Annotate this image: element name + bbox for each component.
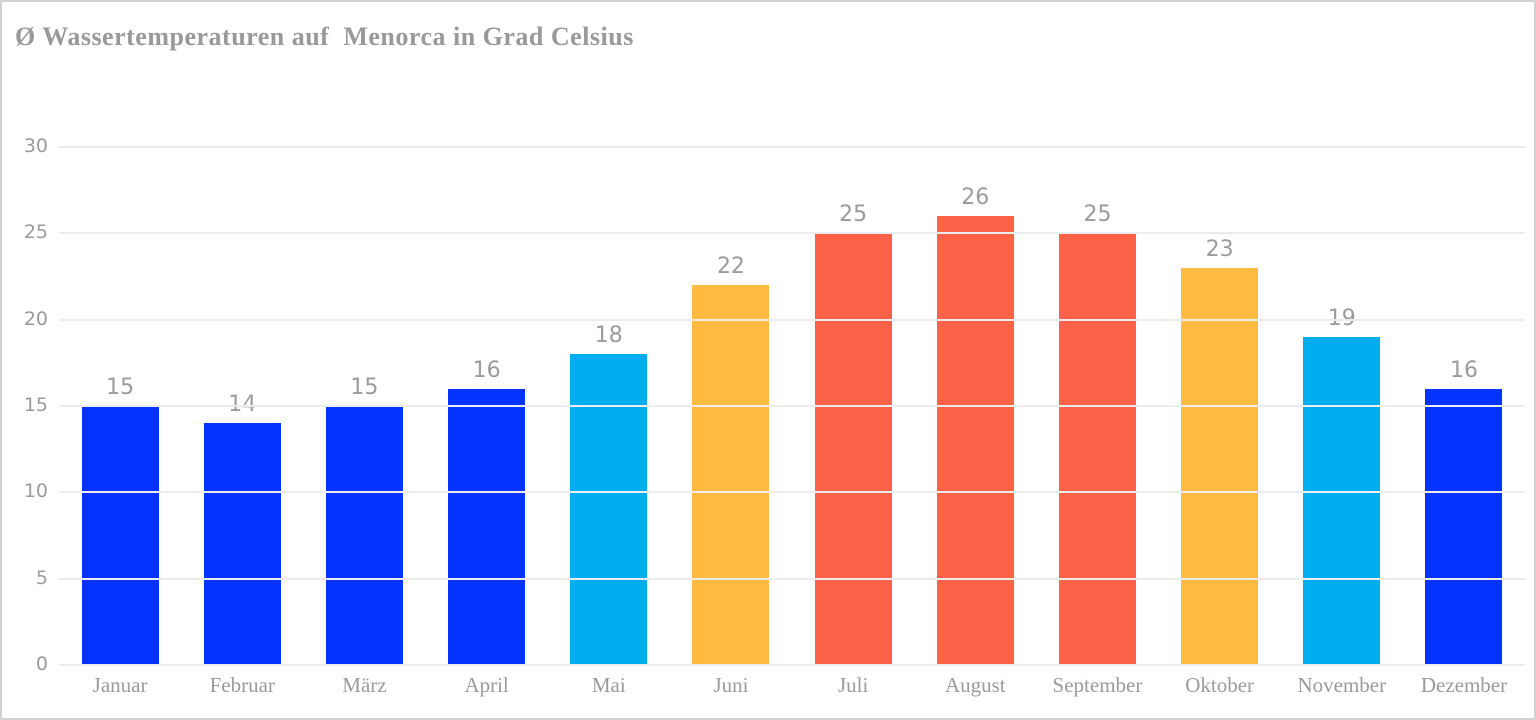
bar-juli xyxy=(814,233,892,665)
x-tick-label-februar: Februar xyxy=(209,673,275,697)
bar-value-label: 19 xyxy=(1327,305,1356,331)
y-tick-label-30: 30 xyxy=(23,135,48,157)
x-tick-label-mai: Mai xyxy=(591,673,626,697)
bar-slot-juli: 25 xyxy=(792,147,914,665)
plot-area: 15 14 15 16 18 22 25 26 25 23 19 16 xyxy=(59,146,1525,666)
x-tick-label-april: April xyxy=(464,673,509,697)
bar-value-label: 18 xyxy=(594,323,623,349)
bar-slot-januar: 15 xyxy=(59,147,181,665)
bar-value-label: 25 xyxy=(839,202,868,228)
bar-juni xyxy=(692,285,770,665)
y-tick-label-25: 25 xyxy=(23,221,48,244)
bar-slot-februar: 14 xyxy=(181,147,303,665)
bar-mai xyxy=(570,354,648,665)
x-tick-label-märz: März xyxy=(342,673,387,697)
gridline-15 xyxy=(59,405,1525,407)
x-tick-label-november: November xyxy=(1297,673,1387,697)
x-tick-label-juli: Juli xyxy=(837,673,869,697)
bar-value-label: 26 xyxy=(961,185,990,211)
bar-slot-juni: 22 xyxy=(670,147,792,665)
x-axis-labels: Januar Februar März April Mai Juni Juli August S… xyxy=(59,673,1525,698)
y-tick-label-0: 0 xyxy=(35,653,48,675)
gridline-0 xyxy=(59,664,1525,666)
bar-value-label: 23 xyxy=(1205,236,1234,262)
bar-april xyxy=(448,388,526,665)
bar-slot-oktober: 23 xyxy=(1159,147,1281,665)
bar-februar xyxy=(203,423,281,665)
y-tick-label-15: 15 xyxy=(23,394,48,416)
bar-slot-september: 25 xyxy=(1036,147,1158,665)
bar-dezember xyxy=(1425,388,1503,665)
y-tick-label-5: 5 xyxy=(35,566,48,589)
bar-september xyxy=(1058,233,1136,665)
bar-slot-november: 19 xyxy=(1281,147,1403,665)
bar-slot-august: 26 xyxy=(914,147,1036,665)
x-tick-label-juni: Juni xyxy=(713,673,749,697)
bar-value-label: 25 xyxy=(1083,202,1112,228)
bar-oktober xyxy=(1181,267,1259,665)
bar-januar xyxy=(81,406,159,665)
bar-slot-april: 16 xyxy=(426,147,548,665)
bar-märz xyxy=(325,406,403,665)
gridline-20 xyxy=(59,318,1525,321)
bars-row: 15 14 15 16 18 22 25 26 25 23 19 16 xyxy=(59,147,1525,665)
y-tick-label-10: 10 xyxy=(23,480,48,503)
bar-value-label: 15 xyxy=(106,375,135,400)
gridline-10 xyxy=(59,491,1525,494)
x-tick-label-oktober: Oktober xyxy=(1185,673,1255,697)
bar-value-label: 16 xyxy=(472,357,501,383)
y-tick-label-20: 20 xyxy=(23,307,48,330)
bar-slot-dezember: 16 xyxy=(1403,147,1525,665)
bar-november xyxy=(1303,336,1381,665)
x-tick-label-september: September xyxy=(1052,673,1143,697)
bar-value-label: 22 xyxy=(716,254,745,280)
x-tick-label-august: August xyxy=(944,673,1006,697)
gridline-25 xyxy=(59,232,1525,235)
bar-value-label: 15 xyxy=(350,375,379,400)
chart-title: Ø Wassertemperaturen auf Menorca in Grad… xyxy=(15,22,634,51)
bar-value-label: 14 xyxy=(228,392,257,418)
bar-august xyxy=(936,216,1014,665)
bar-value-label: 16 xyxy=(1449,357,1478,383)
x-tick-label-dezember: Dezember xyxy=(1420,673,1508,697)
x-tick-label-januar: Januar xyxy=(92,673,148,697)
gridline-30 xyxy=(59,146,1525,148)
gridline-5 xyxy=(59,577,1525,580)
bar-slot-märz: 15 xyxy=(303,147,425,665)
